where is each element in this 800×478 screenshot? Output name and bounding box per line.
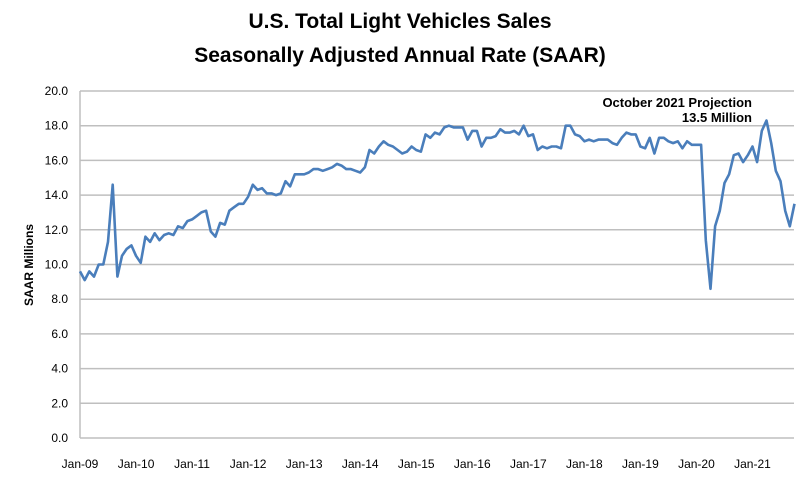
annotation-line-2: 13.5 Million — [682, 110, 752, 125]
x-tick-label: Jan-21 — [734, 457, 771, 471]
x-tick-label: Jan-13 — [286, 457, 323, 471]
y-tick-label: 0.0 — [51, 431, 68, 445]
x-tick-label: Jan-16 — [454, 457, 491, 471]
x-tick-label: Jan-20 — [678, 457, 715, 471]
chart-title: U.S. Total Light Vehicles Sales — [248, 10, 551, 33]
y-tick-label: 10.0 — [45, 258, 69, 272]
y-tick-label: 2.0 — [51, 396, 68, 410]
x-tick-labels: Jan-09 Jan-10 Jan-11 Jan-12 Jan-13 Jan-14 Jan-… — [62, 457, 771, 471]
y-tick-label: 4.0 — [51, 362, 68, 376]
x-tick-label: Jan-14 — [342, 457, 379, 471]
y-tick-label: 20.0 — [45, 84, 69, 98]
y-tick-labels: 0.0 2.0 4.0 6.0 8.0 10.0 12.0 14.0 16.0 18.0 20.0 — [45, 84, 69, 445]
y-tick-label: 8.0 — [51, 292, 68, 306]
gridlines — [80, 90, 794, 439]
x-tick-label: Jan-12 — [230, 457, 267, 471]
x-tick-label: Jan-09 — [62, 457, 99, 471]
x-tick-label: Jan-17 — [510, 457, 547, 471]
y-axis-label: SAAR Millions — [22, 224, 36, 306]
annotation-line-1: October 2021 Projection — [602, 95, 752, 110]
y-tick-label: 18.0 — [45, 119, 69, 133]
chart-subtitle: Seasonally Adjusted Annual Rate (SAAR) — [194, 44, 606, 67]
y-tick-label: 14.0 — [45, 188, 69, 202]
sales-series-line — [78, 119, 796, 291]
x-tick-label: Jan-11 — [174, 457, 210, 471]
x-tick-label: Jan-19 — [622, 457, 659, 471]
x-tick-label: Jan-18 — [566, 457, 603, 471]
x-tick-label: Jan-15 — [398, 457, 435, 471]
x-tick-label: Jan-10 — [118, 457, 155, 471]
y-tick-label: 6.0 — [51, 327, 68, 341]
y-tick-label: 12.0 — [45, 223, 69, 237]
y-tick-label: 16.0 — [45, 153, 69, 167]
